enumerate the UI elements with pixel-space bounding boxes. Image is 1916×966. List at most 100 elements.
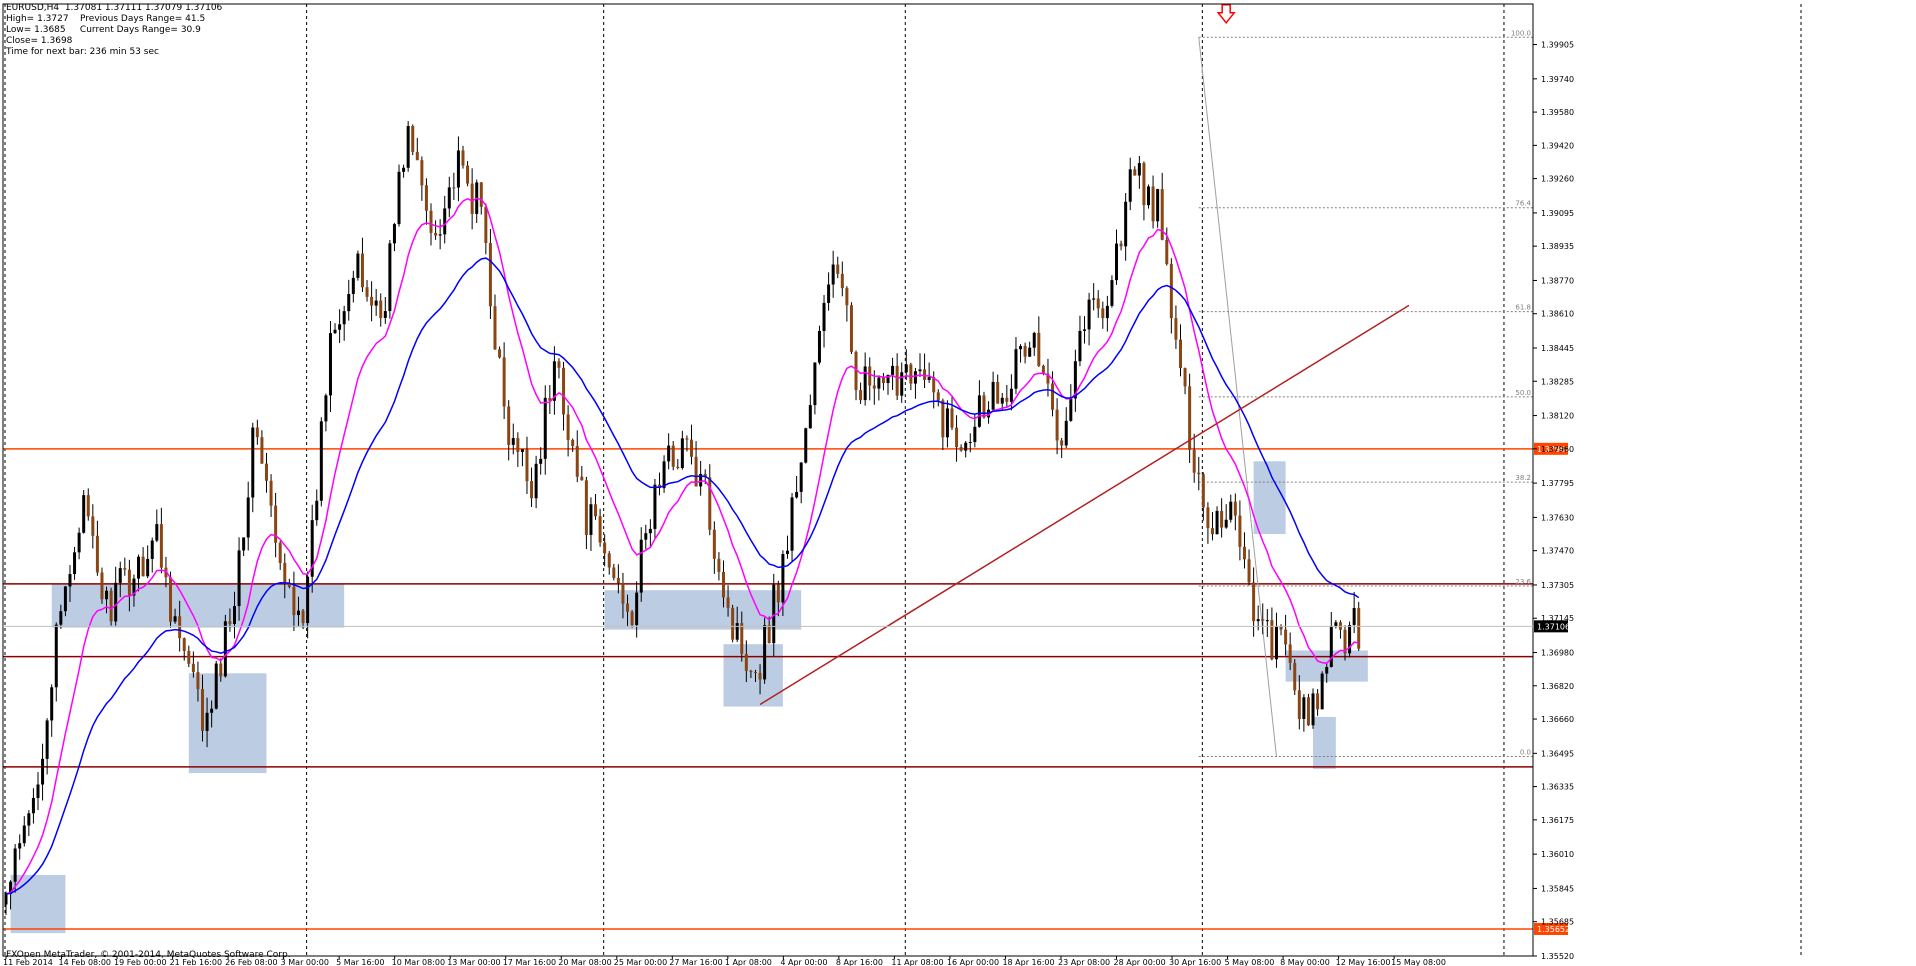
candle-body	[744, 653, 748, 671]
candle-body	[977, 395, 981, 427]
candle-body	[264, 463, 268, 481]
candle	[228, 608, 232, 632]
down-arrow-marker[interactable]	[1216, 4, 1236, 24]
candle	[1078, 315, 1082, 367]
candle	[456, 136, 460, 202]
candle-body	[351, 277, 355, 295]
candle	[1087, 292, 1091, 346]
candle-body	[1115, 243, 1119, 281]
candle-body	[964, 442, 968, 451]
candle-body	[1019, 346, 1023, 350]
candle-body	[1169, 263, 1173, 319]
candle-body	[1256, 619, 1260, 622]
zone-rect	[51, 583, 345, 628]
candle	[13, 844, 17, 893]
y-tick-label: 1.37145	[1541, 614, 1574, 623]
candle-body	[1087, 299, 1091, 330]
zone-rect	[604, 590, 802, 630]
candle	[1265, 609, 1269, 637]
candle	[964, 440, 968, 458]
candle-body	[1133, 169, 1137, 176]
candle-body	[1229, 501, 1233, 520]
x-tick-label: 23 Apr 08:00	[1058, 958, 1110, 966]
candle	[484, 203, 488, 255]
candle-body	[648, 528, 652, 534]
candle	[1352, 591, 1356, 634]
trendline-group[interactable]	[759, 304, 1410, 706]
candle-body	[1023, 346, 1027, 357]
candle-body	[319, 421, 323, 501]
candle	[86, 488, 90, 521]
candle	[507, 400, 511, 461]
candle	[260, 430, 264, 464]
candle	[137, 554, 141, 592]
candle	[539, 447, 543, 475]
low-line: Low= 1.3685 Current Days Range= 30.9	[6, 25, 201, 35]
x-tick-label: 12 May 16:00	[1336, 958, 1391, 966]
candle	[813, 362, 817, 415]
candle	[105, 586, 109, 614]
candle	[744, 640, 748, 683]
candle	[31, 788, 35, 824]
candle	[516, 432, 520, 467]
fibonacci-retracement[interactable]: 100.0 76.4 61.8 50.0 38.2 23.6 0.0	[1198, 29, 1533, 757]
candle-body	[1142, 163, 1146, 206]
candle-body	[699, 473, 703, 487]
candle-body	[370, 296, 374, 306]
trendline[interactable]	[759, 304, 1410, 706]
candle-body	[817, 330, 821, 363]
candle-body	[1124, 201, 1128, 247]
candle-body	[717, 558, 721, 572]
candle	[763, 617, 767, 684]
candle	[836, 256, 840, 279]
candle	[402, 164, 406, 178]
arrow-marker-group[interactable]	[1216, 4, 1236, 24]
x-tick-label: 11 Feb 2014	[3, 958, 53, 966]
candle-body	[118, 568, 122, 583]
candle	[543, 385, 547, 475]
candle	[1147, 184, 1150, 209]
candle-body	[1233, 501, 1237, 516]
candle-body	[1165, 239, 1169, 264]
candle-body	[4, 894, 8, 905]
candle-body	[402, 167, 406, 172]
x-tick-label: 10 Mar 08:00	[392, 958, 445, 966]
candle	[1192, 433, 1196, 483]
candle-body	[603, 542, 607, 554]
candle-body	[287, 583, 291, 587]
candle-body	[420, 160, 424, 186]
candle-body	[50, 687, 54, 721]
candle-body	[260, 437, 264, 464]
fib-anchor-line[interactable]	[1198, 37, 1277, 757]
candle	[1115, 229, 1119, 285]
candle-body	[1293, 662, 1297, 691]
candle	[1064, 407, 1068, 449]
candle-body	[443, 208, 447, 235]
y-tick-label: 1.37305	[1541, 581, 1574, 590]
candle-body	[895, 365, 899, 396]
x-tick-label: 5 Mar 16:00	[336, 958, 384, 966]
candle	[1119, 240, 1123, 251]
horizontal-levels[interactable]: 1.37962 1.35652	[3, 442, 1570, 935]
candle-body	[690, 439, 693, 457]
x-tick-label: 16 Apr 00:00	[947, 958, 999, 966]
candle-body	[274, 505, 278, 543]
candle-body	[950, 408, 954, 428]
candle	[1028, 341, 1032, 358]
y-tick-label: 1.39420	[1541, 141, 1574, 150]
candle	[676, 458, 680, 470]
candle	[150, 537, 154, 573]
candle	[621, 572, 625, 619]
y-tick-label: 1.35685	[1541, 918, 1574, 927]
candle	[91, 504, 95, 549]
x-tick-label: 18 Apr 16:00	[1002, 958, 1054, 966]
candle	[1156, 188, 1160, 228]
candle-body	[923, 369, 927, 380]
candle-body	[781, 554, 785, 603]
candle-body	[164, 567, 168, 578]
candle	[1023, 342, 1027, 364]
candle-body	[1009, 388, 1013, 402]
candle-body	[1105, 305, 1109, 319]
candle	[392, 222, 396, 252]
